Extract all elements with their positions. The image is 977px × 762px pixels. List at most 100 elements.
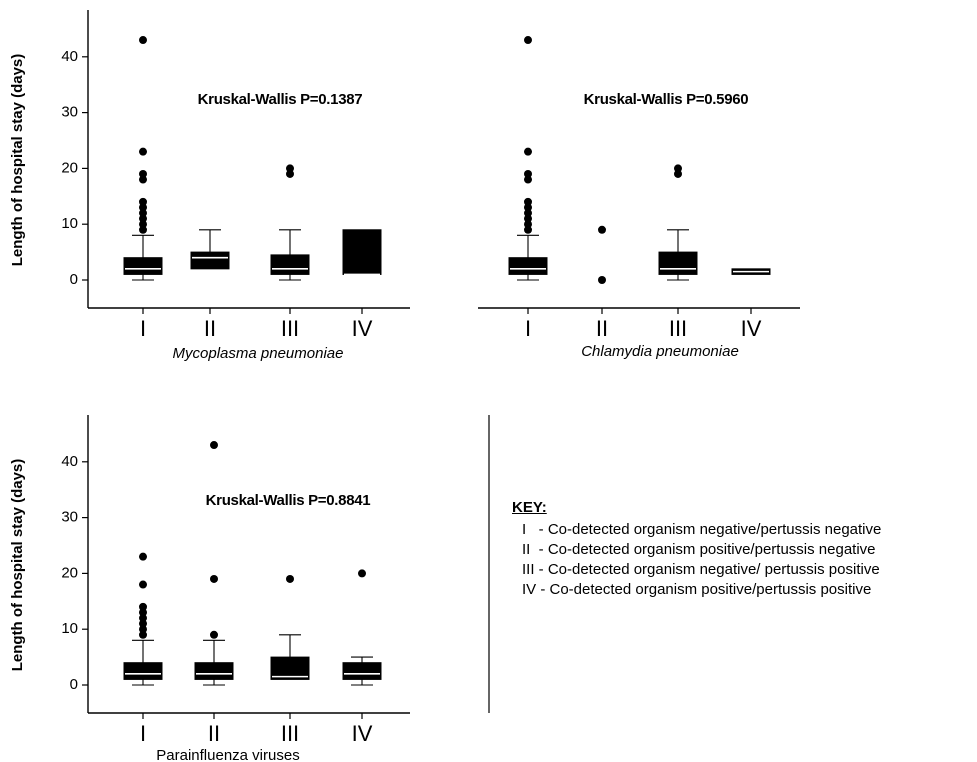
y-tick-label: 20 [61, 159, 78, 176]
outlier-point [524, 225, 532, 234]
x-axis-label: Chlamydia pneumoniae [581, 343, 739, 360]
box-group-I [123, 552, 163, 686]
outlier-point [524, 36, 532, 45]
outlier-point [139, 608, 147, 617]
y-tick-label: 30 [61, 104, 78, 121]
outlier-point [139, 175, 147, 184]
outlier-point [286, 574, 294, 583]
key-item-1: I - Co-detected organism negative/pertus… [522, 521, 882, 538]
box [123, 257, 163, 275]
box [342, 229, 382, 275]
outlier-point [139, 580, 147, 589]
box-group-III [270, 574, 310, 680]
box [194, 662, 234, 680]
outlier-point [210, 574, 218, 583]
y-tick-label: 30 [61, 509, 78, 526]
outlier-point [139, 614, 147, 623]
y-tick-label: 40 [61, 453, 78, 470]
kruskal-wallis-annotation: Kruskal-Wallis P=0.1387 [198, 91, 363, 108]
outlier-point [598, 276, 606, 284]
kruskal-wallis-annotation: Kruskal-Wallis P=0.5960 [584, 91, 749, 108]
x-tick-label: IV [352, 721, 373, 746]
key-item-4: IV - Co-detected organism positive/pertu… [522, 581, 872, 598]
outlier-point [139, 225, 147, 234]
outlier-point [524, 220, 532, 229]
box [342, 662, 382, 680]
outlier-point [524, 209, 532, 218]
key-item-2: II - Co-detected organism positive/pertu… [522, 541, 876, 558]
outlier-point [139, 203, 147, 212]
outlier-point [524, 203, 532, 212]
x-tick-label: I [140, 721, 146, 746]
x-tick-label: II [204, 316, 216, 341]
box [658, 251, 698, 275]
outlier-point [139, 214, 147, 223]
outlier-point [524, 197, 532, 206]
x-tick-label: I [525, 316, 531, 341]
y-tick-label: 10 [61, 215, 78, 232]
outlier-point [674, 169, 682, 178]
legend-key: KEY: I - Co-detected organism negative/p… [512, 498, 881, 600]
x-tick-label: II [596, 316, 608, 341]
box [190, 251, 230, 270]
y-tick-label: 10 [61, 620, 78, 637]
y-axis-label: Length of hospital stay (days) [9, 54, 26, 267]
box-group-II [598, 225, 606, 284]
outlier-point [139, 197, 147, 206]
y-tick-label: 0 [70, 676, 78, 693]
y-tick-label: 40 [61, 48, 78, 65]
outlier-point [139, 602, 147, 611]
y-tick-label: 0 [70, 271, 78, 288]
outlier-point [139, 619, 147, 628]
box-group-IV [342, 229, 382, 276]
outlier-point [524, 214, 532, 223]
outlier-point [524, 147, 532, 156]
outlier-point [139, 147, 147, 156]
box-group-III [270, 164, 310, 281]
outlier-point [139, 209, 147, 218]
outlier-point [139, 630, 147, 639]
outlier-point [286, 169, 294, 178]
x-tick-label: IV [741, 316, 762, 341]
outlier-point [139, 169, 147, 178]
outlier-point [210, 630, 218, 639]
box-group-I [123, 36, 163, 281]
x-tick-label: I [140, 316, 146, 341]
box [123, 662, 163, 680]
box [270, 254, 310, 275]
kruskal-wallis-annotation: Kruskal-Wallis P=0.8841 [206, 492, 371, 509]
x-axis-label: Parainfluenza viruses [156, 747, 299, 762]
outlier-point [139, 625, 147, 634]
outlier-point [358, 569, 366, 578]
outlier-point [598, 225, 606, 234]
box-group-II [190, 229, 230, 270]
outlier-point [286, 164, 294, 173]
key-item-3: III - Co-detected organism negative/ per… [522, 561, 880, 578]
outlier-point [674, 164, 682, 173]
box-group-III [658, 164, 698, 281]
x-tick-label: III [281, 316, 299, 341]
x-tick-label: II [208, 721, 220, 746]
box [270, 656, 310, 680]
box-group-IV [731, 268, 771, 275]
outlier-point [139, 36, 147, 45]
x-tick-label: III [281, 721, 299, 746]
x-axis-label: Mycoplasma pneumoniae [173, 345, 344, 362]
x-tick-label: IV [352, 316, 373, 341]
outlier-point [139, 552, 147, 561]
x-tick-label: III [669, 316, 687, 341]
box-group-II [194, 441, 234, 686]
key-title: KEY: [512, 499, 547, 516]
box [508, 257, 548, 275]
outlier-point [210, 441, 218, 450]
box-group-IV [342, 569, 382, 686]
y-axis-label: Length of hospital stay (days) [9, 459, 26, 672]
box-group-I [508, 36, 548, 281]
outlier-point [524, 175, 532, 184]
y-tick-label: 20 [61, 564, 78, 581]
outlier-point [139, 220, 147, 229]
